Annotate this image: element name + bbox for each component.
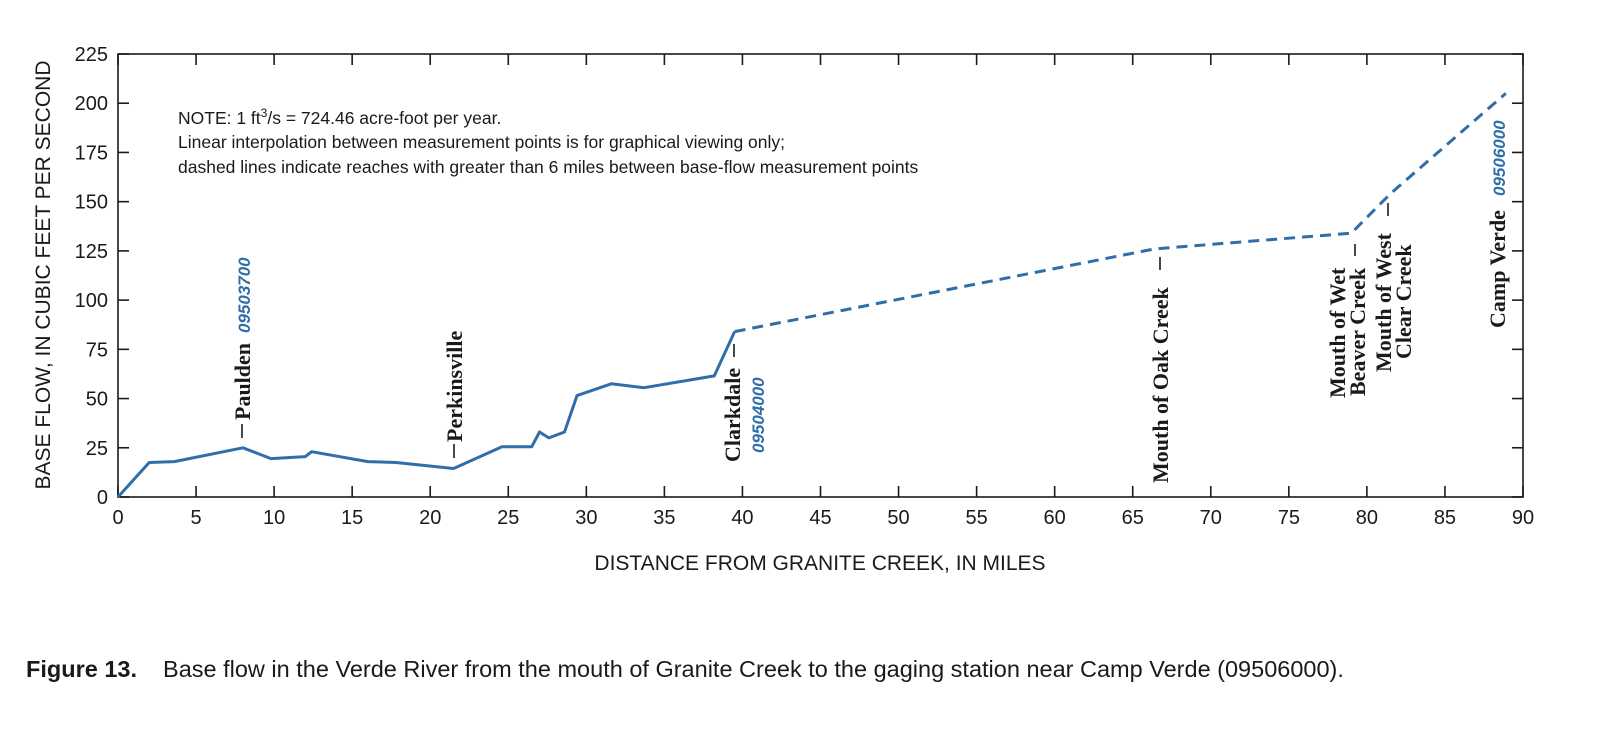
figure-caption-text: Base flow in the Verde River from the mo… — [163, 656, 1344, 682]
svg-text:Linear interpolation between m: Linear interpolation between measurement… — [178, 132, 785, 152]
figure-caption-label: Figure 13. — [26, 656, 138, 682]
y-tick-label: 200 — [75, 93, 108, 115]
x-tick-label: 20 — [419, 507, 441, 529]
y-tick-label: 0 — [97, 487, 108, 509]
x-tick-label: 45 — [809, 507, 831, 529]
site-label-oak-creek: Mouth of Oak Creek — [1148, 286, 1173, 483]
annotation-oak-creek: Mouth of Oak Creek — [1148, 257, 1173, 483]
x-tick-label: 70 — [1200, 507, 1222, 529]
x-axis-title: DISTANCE FROM GRANITE CREEK, IN MILES — [594, 552, 1045, 575]
y-tick-label: 50 — [86, 389, 108, 411]
station-id-paulden: 09503700 — [235, 257, 254, 333]
y-tick-label: 150 — [75, 192, 108, 214]
y-tick-label: 75 — [86, 339, 108, 361]
x-tick-label: 10 — [263, 507, 285, 529]
station-id-camp-verde: 09506000 — [1490, 120, 1509, 196]
y-tick-label: 100 — [75, 290, 108, 312]
x-tick-label: 15 — [341, 507, 363, 529]
y-tick-label: 175 — [75, 142, 108, 164]
station-id-clarkdale: 09504000 — [749, 377, 768, 453]
site-label-wet-beaver-line2: Beaver Creek — [1345, 267, 1370, 396]
x-tick-label: 85 — [1434, 507, 1456, 529]
site-label-camp-verde: Camp Verde — [1485, 210, 1510, 328]
plot-frame — [117, 53, 1524, 498]
x-tick-label: 90 — [1512, 507, 1534, 529]
x-tick-label: 0 — [112, 507, 123, 529]
site-label-clarkdale: Clarkdale — [720, 368, 745, 462]
x-tick-label: 80 — [1356, 507, 1378, 529]
x-tick-label: 40 — [731, 507, 753, 529]
x-tick-label: 60 — [1044, 507, 1066, 529]
svg-text:NOTE: 1 ft3/s = 724.46 acre-f: NOTE: 1 ft3/s = 724.46 acre-foot per yea… — [178, 106, 501, 128]
annotation-clarkdale: Clarkdale 09504000 — [720, 344, 768, 462]
site-label-west-clear-line2: Clear Creek — [1391, 244, 1416, 359]
annotation-perkinsville: Perkinsville — [442, 331, 467, 458]
x-tick-label: 35 — [653, 507, 675, 529]
x-tick-label: 50 — [887, 507, 909, 529]
series-layer — [116, 92, 1507, 499]
x-tick-label: 65 — [1122, 507, 1144, 529]
site-label-west-clear-line1: Mouth of West — [1371, 232, 1396, 372]
x-tick-label: 5 — [190, 507, 201, 529]
x-tick-label: 25 — [497, 507, 519, 529]
y-tick-label: 225 — [75, 44, 108, 66]
site-label-paulden: Paulden — [230, 343, 255, 420]
site-label-wet-beaver-line1: Mouth of Wet — [1325, 267, 1350, 398]
note-block: NOTE: 1 ft3/s = 724.46 acre-foot per yea… — [178, 106, 919, 177]
x-tick-label: 75 — [1278, 507, 1300, 529]
site-label-perkinsville: Perkinsville — [442, 331, 467, 442]
svg-text:dashed lines indicate reaches: dashed lines indicate reaches with great… — [178, 157, 919, 177]
y-tick-label: 25 — [86, 438, 108, 460]
annotation-paulden: Paulden 09503700 — [230, 257, 255, 438]
y-axis-title: BASE FLOW, IN CUBIC FEET PER SECOND — [32, 60, 55, 489]
annotation-camp-verde: Camp Verde 09506000 — [1485, 120, 1510, 328]
annotation-west-clear-creek: Mouth of West Clear Creek — [1371, 203, 1416, 372]
series-line-solid — [116, 330, 736, 499]
annotation-wet-beaver-creek: Mouth of Wet Beaver Creek — [1325, 244, 1370, 398]
x-tick-label: 30 — [575, 507, 597, 529]
x-tick-labels: 0 5 10 15 20 25 30 35 40 45 50 55 60 65 70 75 80 85 90 — [112, 507, 1534, 529]
x-tick-label: 55 — [965, 507, 987, 529]
y-tick-labels: 0 25 50 75 100 125 150 175 200 225 — [75, 44, 108, 509]
y-tick-label: 125 — [75, 241, 108, 263]
figure-caption: Figure 13. Base flow in the Verde River f… — [26, 656, 1344, 683]
